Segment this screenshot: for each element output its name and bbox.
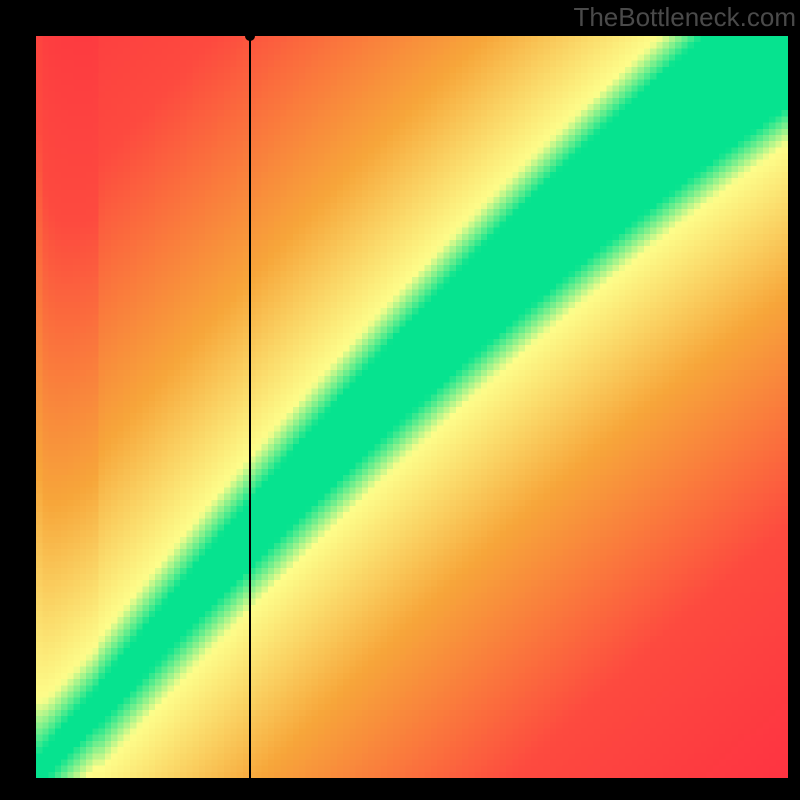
attribution-text: TheBottleneck.com bbox=[573, 2, 796, 33]
vertical-reference-line bbox=[249, 36, 251, 778]
plot-area bbox=[36, 36, 788, 778]
top-marker-dot bbox=[245, 31, 255, 41]
heatmap-canvas bbox=[36, 36, 788, 778]
chart-container: TheBottleneck.com bbox=[0, 0, 800, 800]
